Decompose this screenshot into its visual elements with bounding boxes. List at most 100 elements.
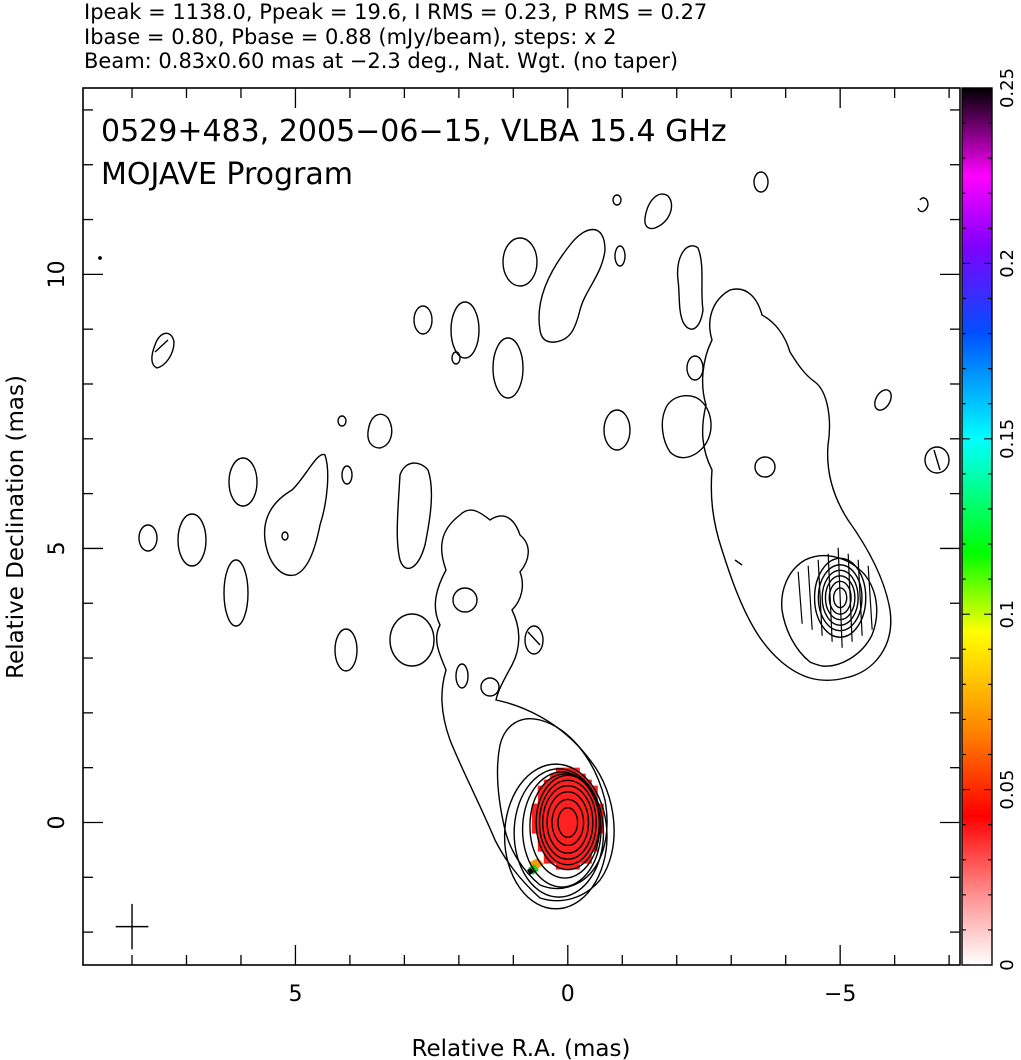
knot-contour	[874, 389, 892, 411]
header-line-2: Ibase = 0.80, Pbase = 0.88 (mJy/beam), s…	[84, 24, 617, 49]
y-axis-label: Relative Declination (mas)	[3, 375, 29, 679]
x-tick-label: −5	[824, 982, 856, 1007]
knot-contour	[341, 465, 353, 485]
colorbar-label: 0.25	[997, 68, 1018, 108]
knot-contour	[396, 462, 433, 570]
knot-contour	[676, 245, 704, 330]
colorbar-label: 0.1	[997, 600, 1018, 629]
core-contour	[551, 798, 585, 847]
knot-contour	[367, 413, 393, 449]
knot-contour	[228, 457, 258, 507]
knot-contour	[452, 587, 478, 613]
colorbar-label: 0.15	[997, 419, 1018, 459]
knot-contour	[614, 245, 626, 267]
polarization-vectors	[797, 547, 873, 648]
core-contour	[503, 763, 608, 910]
header-line-3: Beam: 0.83x0.60 mas at −2.3 deg., Nat. W…	[84, 49, 679, 73]
knot-contour	[177, 513, 207, 567]
knot-contour	[686, 355, 704, 381]
core-contour	[546, 791, 590, 854]
knot-contour	[524, 625, 544, 655]
knot-tick	[527, 631, 541, 646]
knot-contour	[450, 301, 480, 359]
knot-contour	[661, 394, 712, 459]
core-contours	[503, 763, 608, 910]
secondary-contour	[824, 575, 856, 621]
core-contour	[538, 779, 597, 866]
header-line-1: Ipeak = 1138.0, Ppeak = 19.6, I RMS = 0.…	[84, 0, 708, 24]
knot-contour	[334, 628, 358, 672]
secondary-contour	[817, 564, 863, 632]
knot-contour	[612, 194, 622, 206]
x-axis-tick-labels: 5 0 −5	[288, 982, 856, 1007]
polarization-vector	[807, 565, 813, 630]
knot-contour	[263, 453, 329, 576]
knot-contour	[480, 677, 500, 697]
y-tick-label: 0	[45, 815, 70, 829]
knot-contour	[603, 409, 631, 451]
knot-contour	[389, 613, 435, 667]
secondary-contours	[813, 557, 867, 638]
x-tick-label: 0	[561, 982, 575, 1007]
knot-tick	[154, 339, 169, 353]
plot-frame	[82, 87, 961, 966]
knot-contour	[281, 531, 289, 541]
knot-contour	[538, 228, 606, 343]
y-axis-ticks	[83, 109, 960, 933]
knot-contour	[151, 332, 175, 369]
knot-contour	[223, 559, 249, 627]
colorbar-label: 0.05	[997, 770, 1018, 810]
knot-tick	[734, 559, 743, 566]
secondary-contour	[821, 569, 859, 626]
knot-contour	[502, 237, 538, 287]
core-contour	[521, 771, 602, 888]
knot-contour	[917, 197, 929, 213]
core-contour	[557, 806, 579, 838]
knot-contour	[644, 193, 673, 230]
colorbar-label: 0	[997, 959, 1018, 970]
colorbar	[961, 87, 993, 966]
knot-contour	[451, 351, 461, 365]
secondary-contour	[813, 557, 867, 638]
core-contour	[542, 785, 594, 860]
knot-contour	[337, 415, 347, 427]
knot-contour	[138, 524, 158, 552]
west-envelope-contour	[701, 288, 892, 681]
knot-contour	[492, 337, 524, 399]
core-contour	[513, 768, 605, 898]
polarization-edge-orange	[530, 858, 544, 870]
x-tick-label: 5	[288, 982, 302, 1007]
polarization-vector	[827, 553, 833, 642]
polarization-vector	[867, 565, 873, 630]
colorbar-labels: 0 0.05 0.1 0.15 0.2 0.25	[997, 68, 1018, 971]
map-header: Ipeak = 1138.0, Ppeak = 19.6, I RMS = 0.…	[84, 0, 984, 74]
knot-contour	[413, 305, 433, 335]
x-axis-label: Relative R.A. (mas)	[412, 1036, 631, 1060]
knot-tick	[933, 449, 941, 471]
west-envelope-inner-contour	[781, 554, 878, 667]
knot-contour	[924, 446, 950, 474]
plot-title-line-2: MOJAVE Program	[101, 157, 353, 192]
y-axis-tick-labels: 0 5 10	[45, 260, 70, 829]
diffuse-contours	[98, 171, 950, 902]
polarization-vector	[847, 553, 853, 642]
polarization-vector	[837, 547, 843, 648]
polarization-core-fill	[531, 767, 604, 870]
knot-dot	[98, 256, 102, 260]
secondary-contour	[828, 580, 852, 615]
polarization-vector	[797, 571, 803, 624]
x-axis-ticks	[131, 88, 950, 965]
colorbar-ticks	[962, 87, 992, 966]
knot-contour	[753, 171, 769, 193]
y-tick-label: 5	[45, 541, 70, 555]
polarization-vector	[817, 559, 823, 636]
plot-title-line-1: 0529+483, 2005−06−15, VLBA 15.4 GHz	[101, 114, 727, 149]
polarization-vector	[857, 559, 863, 636]
knot-contour	[754, 456, 776, 478]
beam-marker	[115, 903, 149, 950]
core-contour	[529, 773, 601, 879]
y-tick-label: 10	[45, 260, 70, 288]
knot-contour	[455, 663, 469, 689]
colorbar-label: 0.2	[997, 249, 1018, 278]
